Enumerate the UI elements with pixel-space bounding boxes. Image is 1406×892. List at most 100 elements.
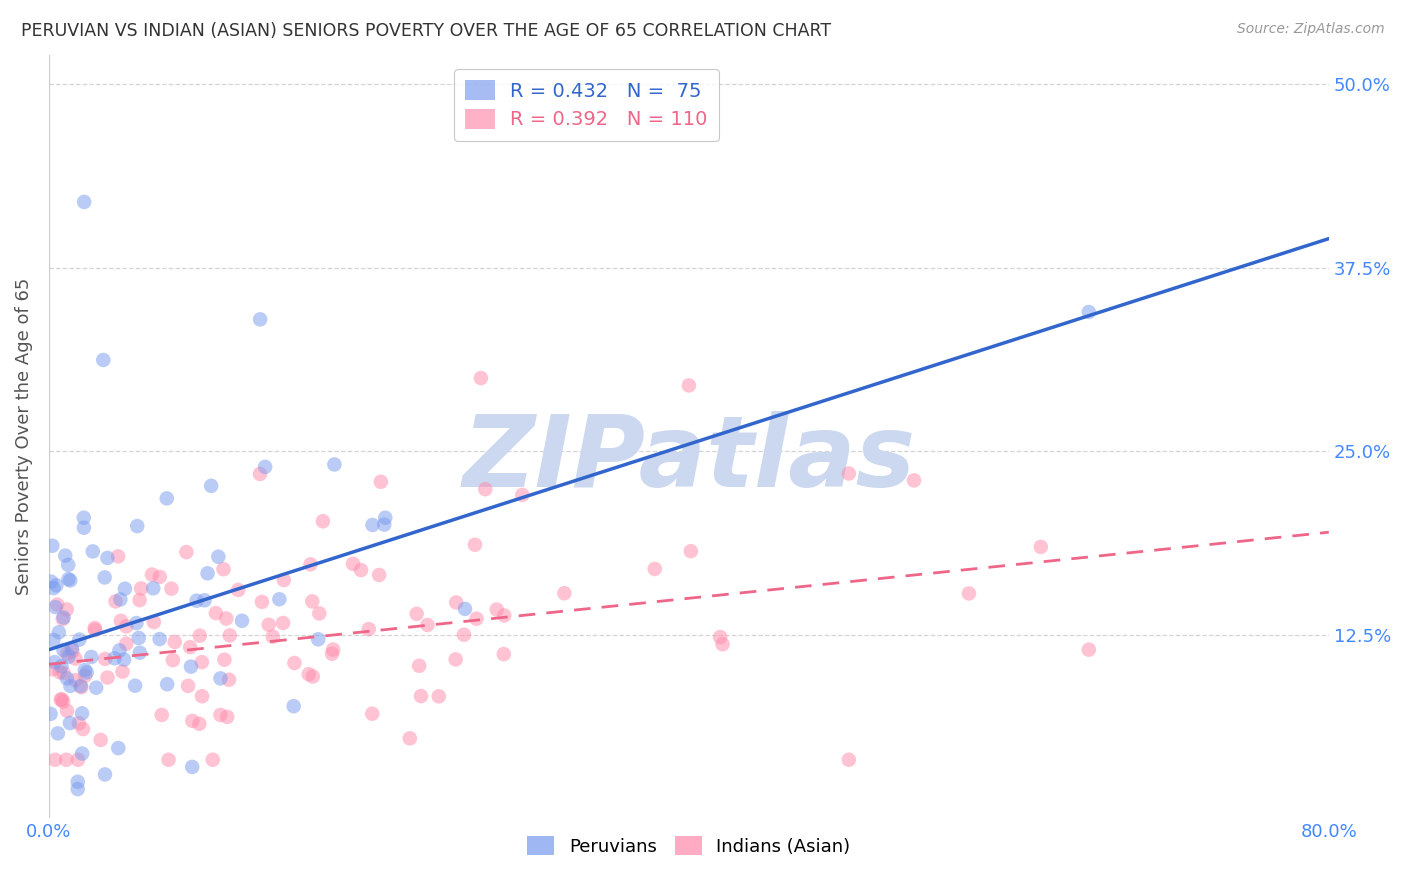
Point: [179, 640, 201, 654]
Point: [188, 716, 211, 731]
Point: [46, 726, 69, 740]
Point: [129, 582, 152, 596]
Point: [838, 467, 860, 481]
Point: [191, 655, 214, 669]
Point: [82, 544, 104, 558]
Point: [201, 753, 224, 767]
Point: [58, 572, 80, 586]
Point: [176, 545, 198, 559]
Point: [321, 647, 343, 661]
Point: [80, 650, 103, 665]
Point: [163, 635, 186, 649]
Point: [67, 753, 90, 767]
Point: [209, 672, 232, 686]
Point: [56, 647, 79, 661]
Point: [374, 510, 396, 524]
Point: [128, 593, 150, 607]
Point: [957, 586, 980, 600]
Point: [69, 679, 91, 693]
Point: [205, 606, 228, 620]
Point: [52, 610, 75, 624]
Point: [107, 741, 129, 756]
Point: [262, 630, 284, 644]
Point: [149, 632, 172, 646]
Point: [254, 459, 277, 474]
Point: [679, 544, 702, 558]
Point: [84, 681, 107, 695]
Point: [464, 538, 486, 552]
Point: [454, 602, 477, 616]
Point: [283, 656, 305, 670]
Point: [60, 644, 83, 658]
Point: [72, 722, 94, 736]
Point: [44, 655, 66, 669]
Point: [70, 680, 93, 694]
Point: [709, 630, 731, 644]
Point: [51, 692, 73, 706]
Point: [207, 549, 229, 564]
Point: [494, 608, 516, 623]
Point: [373, 517, 395, 532]
Point: [474, 482, 496, 496]
Point: [323, 458, 346, 472]
Point: [361, 706, 384, 721]
Point: [1077, 642, 1099, 657]
Point: [73, 521, 96, 535]
Point: [156, 491, 179, 506]
Point: [193, 593, 215, 607]
Point: [218, 628, 240, 642]
Point: [250, 595, 273, 609]
Point: [409, 689, 432, 703]
Point: [405, 607, 427, 621]
Point: [301, 669, 323, 683]
Point: [70, 747, 93, 761]
Point: [94, 652, 117, 666]
Point: [90, 733, 112, 747]
Legend: R = 0.432   N =  75, R = 0.392   N = 110: R = 0.432 N = 75, R = 0.392 N = 110: [454, 69, 720, 141]
Point: [510, 488, 533, 502]
Point: [128, 631, 150, 645]
Point: [94, 767, 117, 781]
Point: [115, 637, 138, 651]
Point: [128, 646, 150, 660]
Point: [444, 595, 467, 609]
Text: PERUVIAN VS INDIAN (ASIAN) SENIORS POVERTY OVER THE AGE OF 65 CORRELATION CHART: PERUVIAN VS INDIAN (ASIAN) SENIORS POVER…: [21, 22, 831, 40]
Point: [59, 679, 82, 693]
Point: [301, 594, 323, 608]
Point: [91, 353, 114, 368]
Point: [226, 582, 249, 597]
Point: [48, 625, 70, 640]
Point: [56, 671, 79, 685]
Point: [465, 612, 488, 626]
Point: [156, 677, 179, 691]
Point: [39, 706, 62, 721]
Point: [322, 642, 344, 657]
Point: [42, 632, 65, 647]
Point: [283, 699, 305, 714]
Point: [157, 753, 180, 767]
Y-axis label: Seniors Poverty Over the Age of 65: Seniors Poverty Over the Age of 65: [15, 278, 32, 596]
Point: [51, 659, 73, 673]
Point: [76, 665, 98, 680]
Point: [249, 467, 271, 481]
Point: [257, 617, 280, 632]
Point: [200, 479, 222, 493]
Point: [368, 568, 391, 582]
Point: [357, 622, 380, 636]
Point: [115, 619, 138, 633]
Point: [52, 695, 75, 709]
Point: [56, 602, 79, 616]
Point: [361, 518, 384, 533]
Point: [103, 651, 125, 665]
Point: [838, 753, 860, 767]
Point: [215, 611, 238, 625]
Point: [66, 782, 89, 797]
Point: [83, 621, 105, 635]
Point: [678, 378, 700, 392]
Point: [53, 549, 76, 563]
Point: [249, 312, 271, 326]
Point: [49, 665, 72, 680]
Point: [553, 586, 575, 600]
Point: [149, 570, 172, 584]
Point: [444, 652, 467, 666]
